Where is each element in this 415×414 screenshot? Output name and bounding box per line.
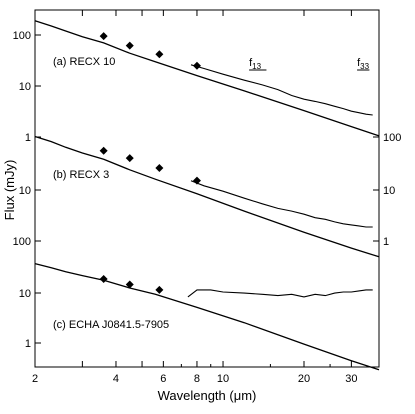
y-tick-label-right: 100 bbox=[383, 132, 401, 144]
x-tick-label: 2 bbox=[32, 373, 38, 385]
x-axis-ticks: 2 4 6 8 10 20 30 bbox=[32, 10, 358, 385]
spectra-lines bbox=[187, 64, 373, 298]
photometry-point bbox=[125, 154, 134, 163]
y-tick-label: 100 bbox=[13, 236, 31, 248]
y-axis-ticks: 100 10 1 10 100 10 1 100 10 1 bbox=[13, 30, 402, 350]
feature-labels: f13 f33 bbox=[249, 57, 370, 71]
x-tick-label: 8 bbox=[194, 373, 200, 385]
photometry-point bbox=[155, 164, 164, 173]
photometry-point bbox=[155, 50, 164, 59]
photosphere-curve bbox=[34, 20, 380, 137]
irs-spectrum bbox=[190, 180, 373, 228]
photometry-point bbox=[155, 285, 164, 294]
photometry-point bbox=[125, 280, 134, 289]
photometry-point bbox=[192, 61, 201, 70]
y-tick-label-right: 1 bbox=[383, 236, 389, 248]
y-tick-label: 1 bbox=[25, 338, 31, 350]
panel-label: (c) ECHA J0841.5-7905 bbox=[53, 319, 169, 331]
x-axis-title: Wavelength (μm) bbox=[158, 388, 257, 403]
irs-spectrum bbox=[190, 64, 373, 116]
photometry-point bbox=[192, 176, 201, 185]
panel-labels: (a) RECX 10 (b) RECX 3 (c) ECHA J0841.5-79… bbox=[53, 56, 169, 331]
y-tick-label: 10 bbox=[19, 185, 31, 197]
panel-label: (a) RECX 10 bbox=[53, 56, 115, 68]
x-tick-label: 10 bbox=[217, 373, 229, 385]
photometry-point bbox=[99, 274, 108, 283]
y-tick-label: 1 bbox=[25, 132, 31, 144]
plot-frame bbox=[34, 9, 380, 368]
y-axis-title: Flux (mJy) bbox=[2, 160, 17, 221]
photosphere-curves bbox=[34, 20, 380, 371]
photometry-point bbox=[99, 146, 108, 155]
feature-label: f33 bbox=[357, 57, 370, 71]
photometry-point bbox=[125, 41, 134, 50]
x-tick-label: 20 bbox=[298, 373, 310, 385]
y-tick-label-right: 10 bbox=[383, 185, 395, 197]
photometry-point bbox=[99, 32, 108, 41]
x-tick-label: 4 bbox=[113, 373, 119, 385]
y-tick-label: 10 bbox=[19, 288, 31, 300]
feature-label: f13 bbox=[249, 57, 262, 71]
irs-spectrum bbox=[187, 289, 373, 298]
photosphere-curve bbox=[34, 262, 380, 371]
x-tick-label: 6 bbox=[160, 373, 166, 385]
photometry-points bbox=[99, 32, 201, 294]
photosphere-curve bbox=[34, 135, 380, 258]
x-tick-label: 30 bbox=[345, 373, 357, 385]
panel-label: (b) RECX 3 bbox=[53, 169, 109, 181]
y-tick-label: 10 bbox=[19, 81, 31, 93]
y-tick-label: 100 bbox=[13, 30, 31, 42]
